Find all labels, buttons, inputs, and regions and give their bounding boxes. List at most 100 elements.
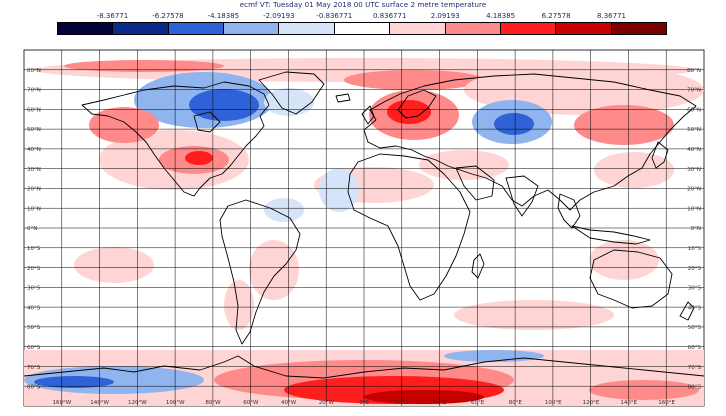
colorbar-segment [113, 23, 169, 34]
anomaly-warm-south-atlantic [249, 240, 299, 300]
anomaly-warm-antarctic-east [589, 380, 699, 400]
lat-tick-label-left: 10°N [27, 206, 41, 212]
anomaly-cold-central-asia-core [494, 113, 534, 135]
lat-tick-label-left: 80°N [27, 68, 41, 74]
colorbar-segment [556, 23, 612, 34]
colorbar-segment [500, 23, 557, 34]
latitude-tick-labels-right: 80°N 70°N 60°N 50°N 40°N 30°N 20°N 10°N 0°N 10°S 2… [687, 68, 701, 391]
colorbar-segment [168, 23, 225, 34]
lat-tick-label-right: 60°N [687, 107, 701, 113]
colorbar-labels: -8.36771 -6.27578 -4.18385 -2.09193 -0.83677… [0, 12, 726, 22]
lat-tick-label-left: 0°N [27, 226, 37, 232]
anomaly-warm-south-indian [454, 300, 614, 330]
lon-tick-label: 160°E [658, 400, 675, 406]
coastline-hudson-bay [193, 111, 221, 133]
gridlines [24, 50, 704, 406]
coastline-madagascar [471, 253, 485, 279]
lat-tick-label-left: 30°S [27, 286, 41, 292]
anomaly-warm-australia [589, 240, 659, 280]
lon-tick-label: 120°W [128, 400, 147, 406]
colorbar-label: 4.18385 [486, 12, 516, 20]
lon-tick-label: 20°W [319, 400, 335, 406]
anomaly-warm-middle-east [419, 150, 509, 180]
coastline-iceland [335, 93, 351, 103]
lat-tick-label-left: 70°N [27, 88, 41, 94]
lon-tick-label: 20°E [395, 400, 409, 406]
lat-tick-label-left: 20°N [27, 187, 41, 193]
anomaly-warm-south-pacific [74, 247, 154, 283]
lat-tick-label-left: 70°S [27, 365, 41, 371]
anomaly-warm-asia-core [574, 105, 674, 145]
colorbar-segment [279, 23, 335, 34]
lon-tick-label: 140°E [620, 400, 637, 406]
lat-tick-label-left: 50°N [27, 127, 41, 133]
anomaly-warm-usa-hot [185, 151, 213, 165]
coastline-indonesia [571, 225, 651, 245]
anomaly-cold-antarctic-east [444, 350, 544, 362]
coastline-north-america [81, 81, 270, 197]
lon-tick-label: 40°E [433, 400, 447, 406]
coastline-scandinavia [397, 89, 437, 119]
world-map: 160°W 140°W 120°W 100°W 80°W 60°W 40°W 20°W 0°E 2… [23, 49, 705, 407]
lat-tick-label-right: 10°S [688, 246, 702, 252]
colorbar-label: -8.36771 [96, 12, 129, 20]
chart-title: ecmf VT: Tuesday 01 May 2018 00 UTC surf… [239, 1, 487, 9]
lat-tick-label-right: 50°N [687, 127, 701, 133]
colorbar-segment [58, 23, 114, 34]
coastlines [23, 71, 705, 379]
lat-tick-label-right: 0°N [691, 226, 701, 232]
lon-tick-label: 0°E [359, 400, 369, 406]
lat-tick-label-right: 50°S [688, 325, 702, 331]
anomaly-warm-east-asia [594, 152, 674, 188]
lat-tick-label-left: 60°S [27, 345, 41, 351]
coastline-antarctica [23, 355, 705, 379]
lon-tick-label: 120°E [583, 400, 600, 406]
colorbar-label: 0.836771 [373, 12, 407, 20]
lat-tick-label-left: 40°N [27, 147, 41, 153]
lat-tick-label-right: 80°N [687, 68, 701, 74]
lat-tick-label-left: 80°S [27, 385, 41, 391]
anomaly-warm-antarctic-hot [364, 390, 484, 404]
anomaly-cold-atlantic [319, 168, 359, 212]
anomaly-cold-greenland [264, 88, 314, 116]
lat-tick-label-right: 60°S [688, 345, 702, 351]
lat-tick-label-left: 20°S [27, 266, 41, 272]
latitude-tick-labels-left: 80°N 70°N 60°N 50°N 40°N 30°N 20°N 10°N 0°N 10°S 2… [27, 68, 41, 391]
anomaly-warm-siberia [344, 70, 484, 90]
lat-tick-label-right: 70°N [687, 88, 701, 94]
anomaly-warm-europe-core [387, 100, 431, 124]
coastline-greenland [258, 71, 325, 115]
lon-tick-label: 100°W [166, 400, 185, 406]
lon-tick-label: 40°W [281, 400, 297, 406]
lon-tick-label: 60°W [243, 400, 259, 406]
lat-tick-label-left: 10°S [27, 246, 41, 252]
colorbar-label: -0.836771 [316, 12, 353, 20]
coastline-new-zealand [679, 301, 695, 321]
colorbar-label: 2.09193 [430, 12, 460, 20]
lat-tick-label-right: 30°S [688, 286, 702, 292]
lon-tick-label: 100°E [545, 400, 562, 406]
lat-tick-label-left: 40°S [27, 305, 41, 311]
colorbar-label: 8.36771 [597, 12, 627, 20]
coastline-africa [347, 153, 471, 301]
lat-tick-label-right: 40°S [688, 305, 702, 311]
colorbar-segment [445, 23, 501, 34]
colorbar-label: -6.27578 [152, 12, 184, 20]
coastline-japan [651, 141, 669, 169]
lat-tick-label-right: 20°N [687, 187, 701, 193]
coastline-india [505, 175, 539, 217]
lon-tick-label: 160°W [52, 400, 71, 406]
lat-tick-label-right: 70°S [688, 365, 702, 371]
colorbar-label: -4.18385 [207, 12, 240, 20]
lon-tick-label: 80°W [205, 400, 221, 406]
coastline-south-america [219, 199, 301, 345]
colorbar-segment [334, 23, 391, 34]
lat-tick-label-right: 20°S [688, 266, 702, 272]
colorbar-segment [224, 23, 280, 34]
lat-tick-label-right: 40°N [687, 147, 701, 153]
colorbar-segment [390, 23, 446, 34]
anomaly-warm-south-america [224, 280, 254, 330]
anomaly-warm-arctic-core [64, 60, 224, 72]
anomaly-cold-antarctic-west-core [34, 376, 114, 388]
colorbar-segment [611, 23, 666, 34]
